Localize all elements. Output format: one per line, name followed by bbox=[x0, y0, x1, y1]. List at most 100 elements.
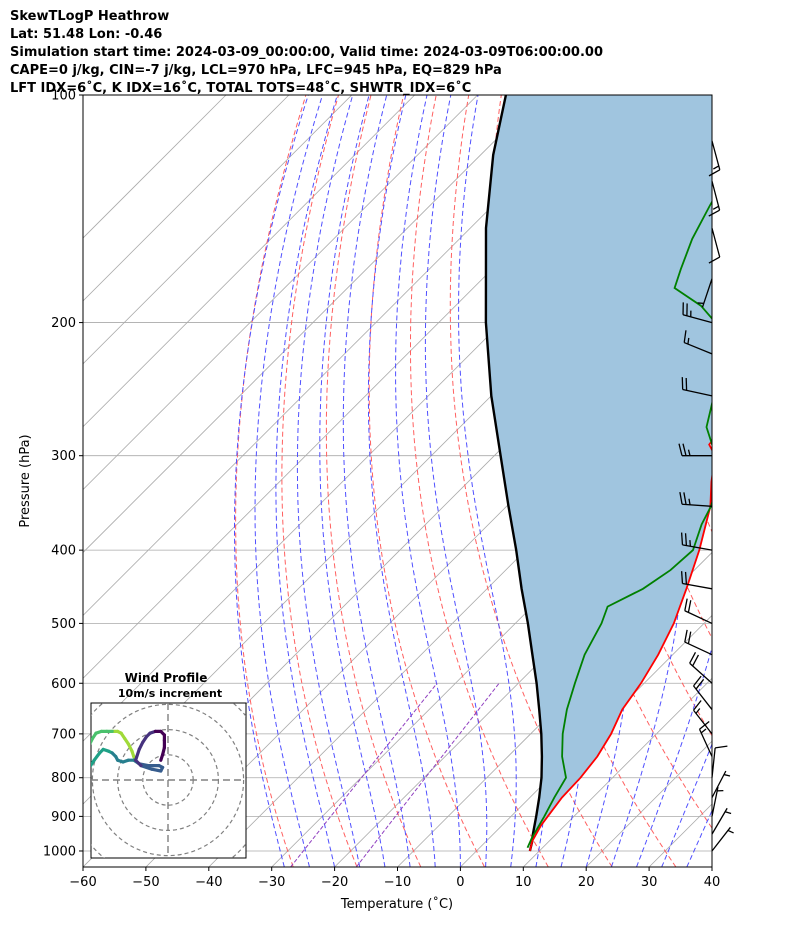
wind-barb bbox=[689, 651, 713, 684]
hodograph-ring bbox=[91, 703, 245, 857]
moist-adiabat bbox=[254, 95, 323, 867]
wind-barb bbox=[708, 140, 721, 177]
isotherm-line bbox=[83, 95, 541, 554]
moist-adiabat bbox=[711, 865, 712, 867]
moist-adiabat bbox=[296, 95, 361, 867]
y-tick-label: 1000 bbox=[43, 844, 76, 859]
isotherm-line bbox=[83, 95, 227, 239]
y-tick-label: 800 bbox=[51, 771, 76, 786]
y-tick-label: 400 bbox=[51, 544, 76, 559]
wind-barb bbox=[697, 278, 713, 308]
wind-barb bbox=[680, 532, 713, 551]
y-axis-label: Pressure (hPa) bbox=[18, 434, 33, 527]
moist-adiabat bbox=[458, 95, 517, 867]
y-tick-label: 600 bbox=[51, 677, 76, 692]
axis-ticks: −60 −50 −40 −30 −20 −10 0 10 20 30 40 1000 900 800 700… bbox=[43, 89, 720, 891]
x-tick-label: 20 bbox=[578, 875, 595, 890]
wind-barb bbox=[693, 675, 713, 710]
profile-lines bbox=[484, 95, 712, 852]
dry-adiabat bbox=[281, 95, 358, 867]
hodograph-segment bbox=[91, 761, 93, 768]
y-tick-label: 900 bbox=[51, 810, 76, 825]
y-tick-label: 500 bbox=[51, 617, 76, 632]
wind-barb bbox=[693, 700, 713, 735]
isotherm-line bbox=[83, 95, 290, 302]
wind-barb bbox=[711, 826, 734, 852]
dry-adiabat bbox=[410, 95, 549, 867]
isotherm-line bbox=[711, 866, 712, 867]
wind-barb bbox=[683, 330, 713, 355]
y-tick-label: 700 bbox=[51, 727, 76, 742]
moist-adiabat bbox=[424, 95, 488, 867]
x-tick-label: 10 bbox=[515, 875, 532, 890]
isotherm-line bbox=[334, 489, 712, 867]
wind-barb bbox=[684, 629, 713, 656]
x-tick-label: 30 bbox=[641, 875, 658, 890]
moist-adiabat bbox=[661, 742, 712, 867]
hodograph-segment bbox=[139, 763, 154, 771]
y-tick-label: 200 bbox=[51, 316, 76, 331]
x-tick-label: −60 bbox=[69, 875, 96, 890]
isotherm-line bbox=[523, 677, 712, 867]
cin-shading bbox=[485, 95, 712, 851]
isotherm-line bbox=[83, 95, 478, 491]
moist-adiabat bbox=[319, 95, 386, 867]
wind-barb bbox=[711, 786, 724, 817]
hodograph-segment bbox=[159, 753, 165, 762]
dry-adiabat bbox=[368, 95, 485, 867]
wind-barb bbox=[711, 807, 732, 835]
dry-adiabat bbox=[729, 95, 794, 867]
title-line-3: Simulation start time: 2024-03-09_00:00:… bbox=[10, 45, 603, 60]
inset-subtitle: 10m/s increment bbox=[118, 687, 222, 700]
wind-barb bbox=[680, 571, 713, 590]
dewpoint-line bbox=[526, 200, 712, 849]
x-tick-label: −30 bbox=[258, 875, 285, 890]
moist-adiabat bbox=[737, 95, 794, 867]
x-tick-label: −20 bbox=[321, 875, 348, 890]
wind-barb bbox=[711, 745, 728, 778]
parcel-path-line bbox=[484, 95, 544, 852]
x-tick-label: −50 bbox=[132, 875, 159, 890]
title-line-5: LFT IDX=6˚C, K IDX=16˚C, TOTAL TOTS=48˚C… bbox=[10, 81, 472, 96]
wind-barb bbox=[684, 598, 713, 624]
moist-adiabat bbox=[636, 645, 712, 867]
moist-adiabat bbox=[275, 95, 338, 867]
chart-title: SkewTLogP Heathrow Lat: 51.48 Lon: -0.46… bbox=[10, 8, 603, 98]
moist-adiabat bbox=[367, 95, 436, 867]
x-tick-label: 40 bbox=[704, 875, 721, 890]
hodograph-segment bbox=[91, 736, 95, 745]
moist-adiabat bbox=[234, 95, 309, 867]
isotherm-line bbox=[83, 95, 415, 428]
x-tick-label: −10 bbox=[384, 875, 411, 890]
isotherm-line bbox=[397, 551, 712, 867]
mixing-ratio-line bbox=[290, 682, 438, 867]
inset-title: Wind Profile bbox=[125, 671, 208, 685]
x-tick-label: −40 bbox=[195, 875, 222, 890]
hodograph-inset: Wind Profile 10m/s increment bbox=[90, 671, 247, 859]
moist-adiabat bbox=[686, 809, 712, 867]
y-tick-label: 100 bbox=[51, 89, 76, 104]
x-axis-label: Temperature (˚C) bbox=[340, 896, 453, 912]
isotherm-line bbox=[83, 95, 604, 616]
dry-adiabat bbox=[325, 95, 422, 867]
wind-barb bbox=[681, 377, 713, 397]
moist-adiabat bbox=[610, 95, 686, 867]
wind-barb bbox=[682, 302, 713, 324]
temperature-line bbox=[529, 439, 712, 852]
moist-adiabat bbox=[395, 95, 461, 867]
wind-barb bbox=[708, 180, 721, 217]
cape-cin-shading bbox=[485, 95, 712, 851]
mixing-ratio-line bbox=[355, 682, 500, 867]
dry-adiabat bbox=[235, 95, 307, 867]
wind-barb bbox=[708, 227, 721, 264]
title-line-4: CAPE=0 j/kg, CIN=-7 j/kg, LCL=970 hPa, L… bbox=[10, 63, 502, 78]
wind-barbs bbox=[678, 140, 734, 852]
title-line-1: SkewTLogP Heathrow bbox=[10, 9, 170, 24]
wind-barb bbox=[711, 770, 731, 798]
dry-adiabat bbox=[762, 95, 794, 867]
isotherm-line bbox=[83, 95, 353, 365]
wind-barb bbox=[678, 443, 712, 457]
title-line-2: Lat: 51.48 Lon: -0.46 bbox=[10, 27, 163, 42]
wind-barb bbox=[679, 491, 713, 507]
